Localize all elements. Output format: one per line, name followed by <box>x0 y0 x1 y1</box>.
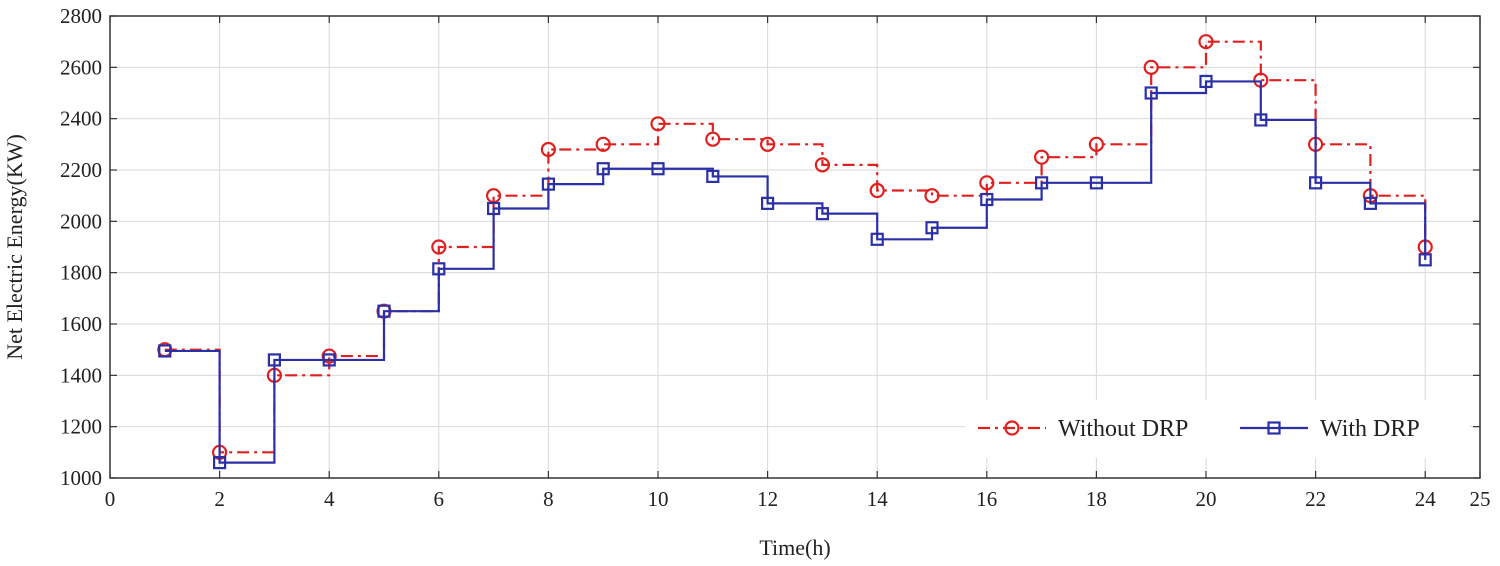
data-point <box>377 304 391 318</box>
x-tick-label: 20 <box>1196 487 1217 511</box>
data-point <box>540 141 557 158</box>
series-1 <box>158 74 1432 470</box>
data-point <box>596 162 610 176</box>
data-point <box>1034 176 1049 190</box>
data-point <box>432 262 446 276</box>
data-point <box>650 116 666 132</box>
legend-box <box>965 400 1470 458</box>
data-point <box>979 175 995 191</box>
x-tick-label: 25 <box>1470 487 1491 511</box>
data-point <box>925 221 939 235</box>
data-point <box>870 232 884 246</box>
data-point <box>487 201 501 216</box>
y-tick-label: 1000 <box>60 466 102 490</box>
data-point <box>267 353 281 367</box>
x-tick-label: 24 <box>1415 487 1437 511</box>
x-tick-label: 12 <box>757 487 778 511</box>
ticks: 0 2 4 6 8 10 12 14 16 18 20 22 24 2510001200140016001… <box>60 4 1491 511</box>
data-point <box>705 131 721 147</box>
y-tick-label: 2800 <box>60 4 102 28</box>
data-point <box>1418 253 1432 267</box>
x-tick-label: 22 <box>1305 487 1326 511</box>
data-point <box>814 157 831 173</box>
x-tick-label: 4 <box>324 487 335 511</box>
data-point <box>1198 34 1214 50</box>
data-point <box>1199 74 1213 89</box>
data-point <box>924 188 940 204</box>
data-point <box>1254 113 1268 127</box>
data-point <box>1088 136 1105 152</box>
data-point <box>815 207 830 221</box>
data-point <box>1144 86 1158 100</box>
data-point <box>651 162 665 176</box>
data-point <box>1363 196 1378 210</box>
legend-marker <box>1004 420 1020 436</box>
data-point <box>322 353 336 367</box>
data-point <box>760 196 775 210</box>
legend-label: With DRP <box>1320 416 1420 442</box>
data-point <box>1308 176 1323 190</box>
legend: Without DRP With DRP <box>965 400 1470 458</box>
x-tick-label: 2 <box>214 487 225 511</box>
data-point <box>1089 176 1104 190</box>
y-tick-label: 2600 <box>60 55 102 79</box>
x-tick-label: 14 <box>867 487 889 511</box>
data-point <box>706 169 720 184</box>
data-point <box>431 239 447 255</box>
x-tick-label: 0 <box>105 487 116 511</box>
plot-frame <box>109 15 1481 479</box>
x-tick-label: 8 <box>543 487 554 511</box>
data-point <box>158 344 172 358</box>
data-point <box>1033 149 1050 165</box>
y-tick-label: 1800 <box>60 261 102 285</box>
x-tick-label: 18 <box>1086 487 1107 511</box>
y-tick-label: 2000 <box>60 209 102 233</box>
y-tick-label: 2200 <box>60 158 102 182</box>
y-tick-label: 1200 <box>60 415 102 439</box>
data-point <box>1143 59 1159 75</box>
y-tick-label: 1600 <box>60 312 102 336</box>
data-point <box>213 456 227 470</box>
data-point <box>980 192 994 207</box>
y-tick-label: 1400 <box>60 363 102 387</box>
series-layer <box>157 34 1433 470</box>
x-tick-label: 6 <box>434 487 445 511</box>
x-tick-label: 16 <box>976 487 997 511</box>
series-line <box>164 40 1427 454</box>
x-tick-label: 10 <box>648 487 669 511</box>
y-axis-title: Net Electric Energy(KW) <box>2 134 27 360</box>
data-point <box>869 182 885 199</box>
data-point <box>759 136 776 152</box>
y-tick-label: 2400 <box>60 107 102 131</box>
data-point <box>595 136 611 152</box>
legend-label: Without DRP <box>1058 416 1188 442</box>
data-point <box>541 177 556 191</box>
x-axis-title: Time(h) <box>759 535 830 560</box>
legend-marker <box>1267 421 1281 435</box>
